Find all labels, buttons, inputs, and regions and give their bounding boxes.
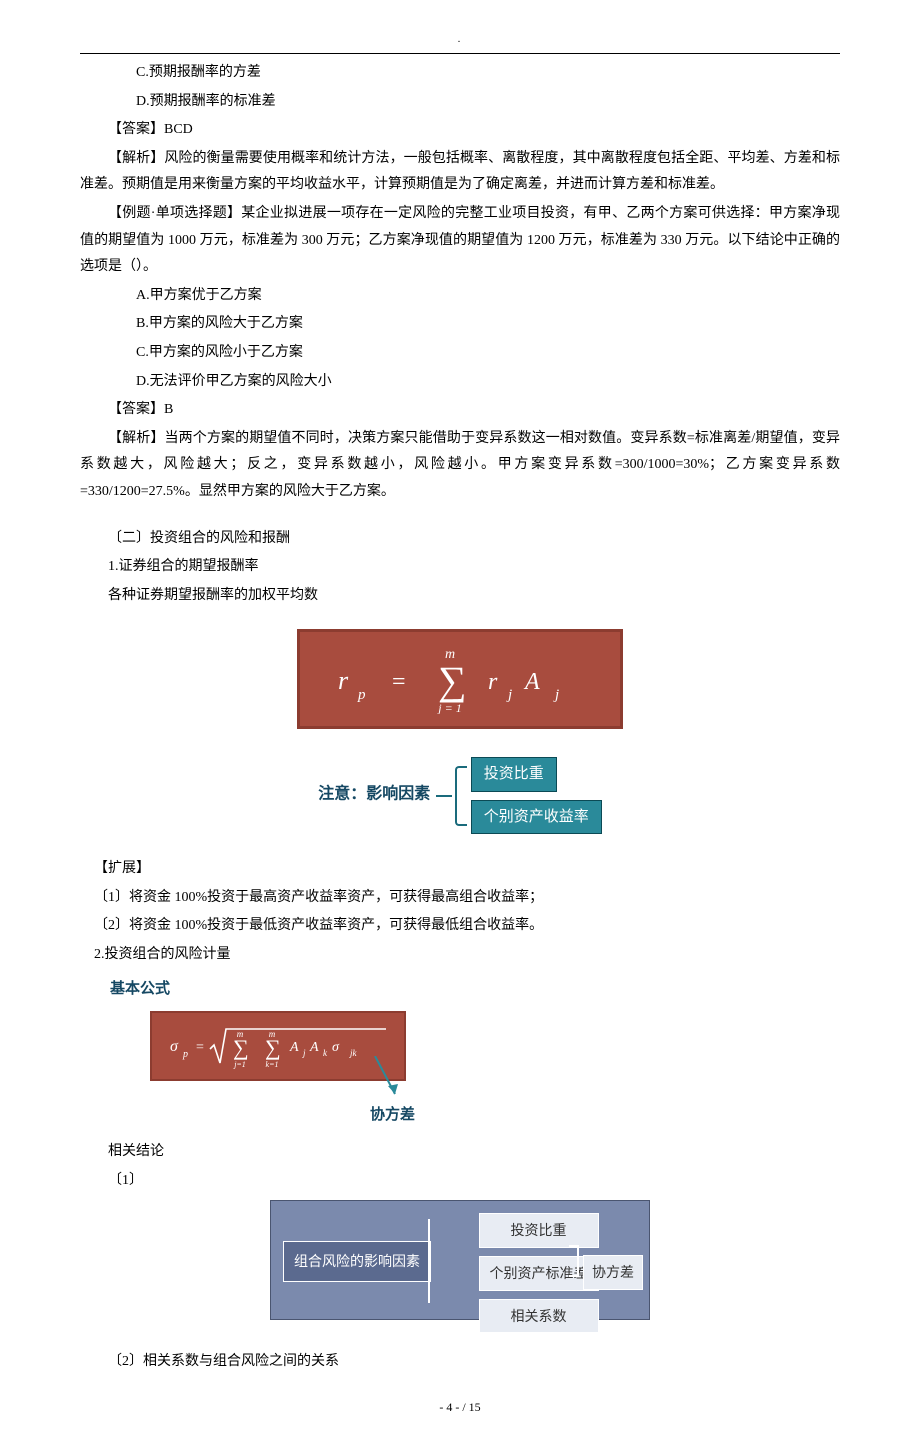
explanation-1: 【解析】风险的衡量需要使用概率和统计方法，一般包括概率、离散程度，其中离散程度包…	[80, 146, 840, 199]
d3-left-label: 组合风险的影响因素	[283, 1241, 431, 1282]
f2-p: p	[182, 1049, 188, 1060]
header-dot: .	[80, 30, 840, 49]
formula-1-svg: r p = m ∑ j = 1 r j A j	[330, 644, 590, 714]
formula-2-container: σ p = m ∑ j=1 m ∑ k=1 A j A k σ jk 协方差	[150, 1011, 840, 1131]
option-c: C.预期报酬率的方差	[80, 60, 840, 87]
explanation-2: 【解析】当两个方案的期望值不同时，决策方案只能借助于变异系数这一相对数值。变异系…	[80, 426, 840, 506]
page-body: C.预期报酬率的方差 D.预期报酬率的标准差 【答案】BCD 【解析】风险的衡量…	[80, 53, 840, 1418]
d3-covariance: 协方差	[583, 1255, 643, 1290]
f1-j: j	[506, 687, 512, 703]
f1-A: A	[523, 669, 540, 695]
section-2-2: 2.投资组合的风险计量	[80, 942, 840, 969]
factor-2: 个别资产收益率	[471, 800, 602, 835]
diagram-3: 组合风险的影响因素 投资比重 个别资产标准差 相关系数 协方差	[270, 1200, 650, 1320]
note-label: 注意：影响因素	[318, 786, 430, 803]
d3-bracket-icon	[569, 1245, 579, 1277]
question-2: 【例题·单项选择题】某企业拟进展一项存在一定风险的完整工业项目投资，有甲、乙两个…	[80, 201, 840, 281]
svg-text:A: A	[309, 1040, 319, 1055]
sigma-icon: ∑	[438, 658, 467, 703]
diagram-3-container: 组合风险的影响因素 投资比重 个别资产标准差 相关系数 协方差	[80, 1200, 840, 1331]
expand-2: 〔2〕将资金 100%投资于最低资产收益率资产，可获得最低组合收益率。	[80, 913, 840, 940]
related-2: 〔2〕相关系数与组合风险之间的关系	[80, 1349, 840, 1376]
q2-option-d: D.无法评价甲乙方案的风险大小	[80, 369, 840, 396]
expand-1: 〔1〕将资金 100%投资于最高资产收益率资产，可获得最高组合收益率；	[80, 885, 840, 912]
answer-1: 【答案】BCD	[80, 117, 840, 144]
q2-option-a: A.甲方案优于乙方案	[80, 283, 840, 310]
svg-text:j: j	[302, 1048, 306, 1058]
d3-item-2: 个别资产标准差	[479, 1256, 599, 1291]
svg-text:A: A	[289, 1040, 299, 1055]
f2-eq: =	[196, 1040, 204, 1055]
formula-1-container: r p = m ∑ j = 1 r j A j	[80, 619, 840, 739]
svg-text:∑: ∑	[233, 1035, 249, 1060]
f1-r: r	[338, 666, 349, 695]
answer-2: 【答案】B	[80, 397, 840, 424]
expand-heading: 【扩展】	[80, 856, 840, 883]
d3-item-3: 相关系数	[479, 1299, 599, 1334]
d3-divider	[428, 1219, 430, 1303]
section-2-1-desc: 各种证券期望报酬率的加权平均数	[80, 583, 840, 610]
f2-sigma: σ	[170, 1038, 179, 1055]
svg-text:k=1: k=1	[266, 1060, 279, 1069]
related-1: 〔1〕	[80, 1168, 840, 1195]
f1-eq: =	[392, 669, 406, 695]
bracket-icon	[455, 766, 467, 826]
factor-1: 投资比重	[471, 757, 557, 792]
formula-2: σ p = m ∑ j=1 m ∑ k=1 A j A k σ jk	[150, 1011, 406, 1081]
basic-formula-heading: 基本公式	[110, 975, 840, 1004]
d3-item-1: 投资比重	[479, 1213, 599, 1248]
page-number: - 4 - / 15	[80, 1396, 840, 1419]
note-row: 注意：影响因素 投资比重 个别资产收益率	[80, 753, 840, 838]
f1-r2: r	[488, 669, 498, 695]
f1-p: p	[357, 687, 366, 703]
related-conclusion: 相关结论	[80, 1139, 840, 1166]
section-2-title: 〔二〕投资组合的风险和报酬	[80, 526, 840, 553]
svg-text:jk: jk	[349, 1048, 358, 1058]
covariance-label: 协方差	[370, 1101, 415, 1130]
option-d: D.预期报酬率的标准差	[80, 89, 840, 116]
svg-text:k: k	[323, 1048, 328, 1058]
formula-2-svg: σ p = m ∑ j=1 m ∑ k=1 A j A k σ jk	[168, 1023, 388, 1069]
svg-text:∑: ∑	[265, 1035, 281, 1060]
arrow-icon	[370, 1056, 410, 1106]
svg-text:σ: σ	[332, 1040, 340, 1055]
q2-option-c: C.甲方案的风险小于乙方案	[80, 340, 840, 367]
f1-j2: j	[553, 687, 559, 703]
formula-1: r p = m ∑ j = 1 r j A j	[297, 629, 623, 729]
f1-bot: j = 1	[436, 701, 461, 714]
q2-option-b: B.甲方案的风险大于乙方案	[80, 311, 840, 338]
section-2-1: 1.证券组合的期望报酬率	[80, 554, 840, 581]
svg-text:j=1: j=1	[233, 1060, 246, 1069]
